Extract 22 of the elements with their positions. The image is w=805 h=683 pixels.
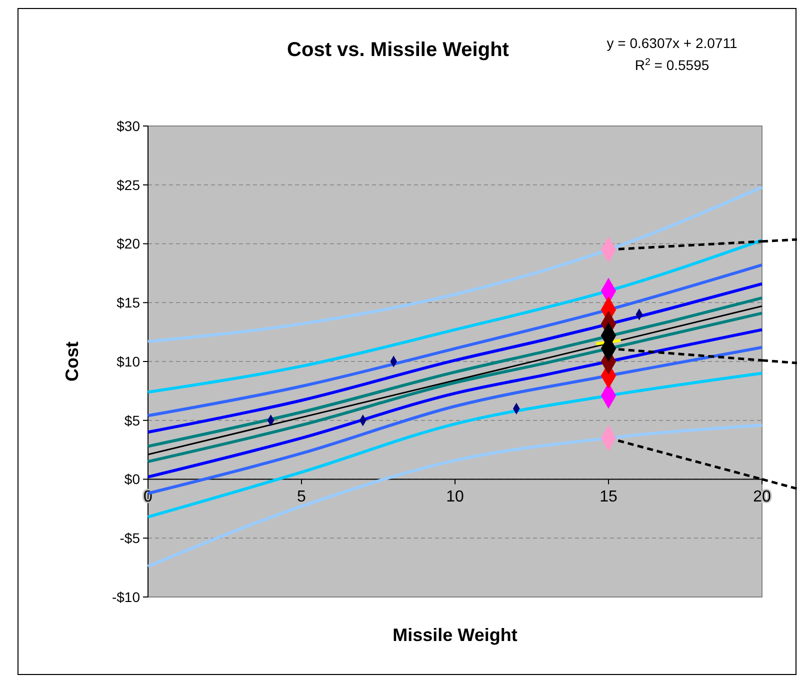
y-tick-label: $20 xyxy=(116,236,140,252)
y-tick-label: -$10 xyxy=(112,588,140,605)
x-tick-label: 20 xyxy=(753,488,771,506)
y-tick-label: $25 xyxy=(116,176,140,193)
line-series xyxy=(146,263,764,418)
x-tick-label: 10 xyxy=(446,488,464,506)
x-tick-label: 15 xyxy=(600,488,618,506)
text: y = 0.6307x + 2.0711 xyxy=(606,35,738,51)
y-axis-title: Cost xyxy=(62,341,82,382)
line-series xyxy=(146,238,764,394)
y-tick-label: $5 xyxy=(124,412,140,428)
line-series xyxy=(146,186,764,343)
x-axis-title: Missile Weight xyxy=(392,625,518,645)
y-tick-label: $10 xyxy=(116,353,140,370)
chart-title: Cost vs. Missile Weight xyxy=(287,39,510,61)
x-tick-label: 5 xyxy=(297,488,306,506)
y-tick-label: $15 xyxy=(116,294,140,311)
text: R$^{2}$ = 0.5595 xyxy=(634,56,710,73)
y-tick-label: $30 xyxy=(116,118,140,134)
y-tick-label: $0 xyxy=(124,471,140,488)
line-series xyxy=(146,282,764,434)
y-tick-label: -$5 xyxy=(120,530,140,546)
